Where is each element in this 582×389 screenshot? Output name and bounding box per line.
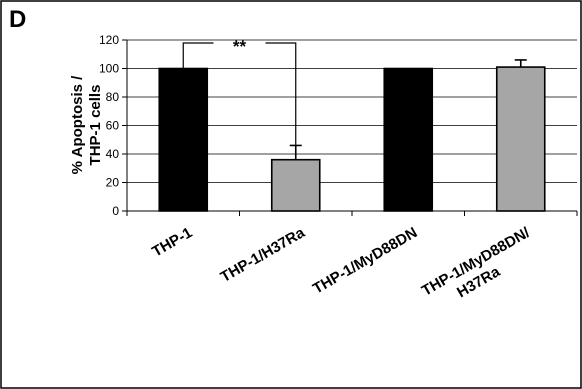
bar	[158, 67, 209, 212]
y-tick-label: 120	[99, 33, 119, 47]
significance-bracket: **	[182, 37, 297, 146]
bracket-left	[182, 42, 214, 69]
y-tick-label: 0	[112, 204, 119, 218]
y-axis-label: % Apoptosis /THP-1 cells	[69, 75, 104, 174]
y-tick-label: 100	[99, 62, 119, 76]
y-tick-label: 80	[106, 90, 120, 104]
bars	[158, 66, 546, 212]
panel-letter: D	[9, 6, 26, 33]
bar	[270, 158, 321, 212]
y-tick-label: 60	[106, 119, 120, 133]
y-axis-title-line: THP-1 cells	[87, 85, 104, 166]
y-tick-label: 40	[106, 147, 120, 161]
bar	[495, 66, 546, 212]
bar	[383, 67, 434, 212]
bracket-right	[265, 42, 297, 146]
significance-label: **	[233, 37, 247, 56]
y-tick-label: 20	[106, 176, 120, 190]
y-axis-title-line: % Apoptosis /	[69, 75, 86, 174]
y-axis-title: % Apoptosis /THP-1 cells	[69, 75, 104, 174]
